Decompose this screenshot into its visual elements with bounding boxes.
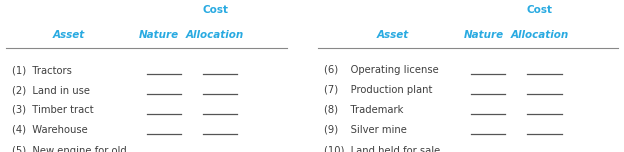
Text: (10)  Land held for sale: (10) Land held for sale (324, 146, 441, 152)
Text: Cost: Cost (202, 5, 228, 15)
Text: (3)  Timber tract: (3) Timber tract (12, 105, 94, 115)
Text: (9)    Silver mine: (9) Silver mine (324, 125, 407, 135)
Text: (1)  Tractors: (1) Tractors (12, 65, 72, 75)
Text: (6)    Operating license: (6) Operating license (324, 65, 439, 75)
Text: (2)  Land in use: (2) Land in use (12, 85, 90, 95)
Text: (7)    Production plant: (7) Production plant (324, 85, 433, 95)
Text: Cost: Cost (527, 5, 553, 15)
Text: Nature: Nature (464, 30, 504, 40)
Text: (4)  Warehouse: (4) Warehouse (12, 125, 88, 135)
Text: Asset: Asset (52, 30, 85, 40)
Text: (5)  New engine for old: (5) New engine for old (12, 146, 127, 152)
Text: Allocation: Allocation (510, 30, 569, 40)
Text: (8)    Trademark: (8) Trademark (324, 105, 404, 115)
Text: Allocation: Allocation (186, 30, 245, 40)
Text: Nature: Nature (139, 30, 179, 40)
Text: Asset: Asset (377, 30, 409, 40)
